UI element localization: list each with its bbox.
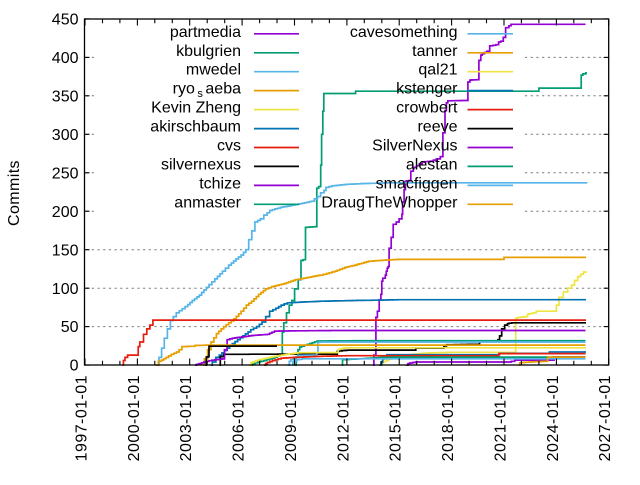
svg-text:qal21: qal21 [418, 62, 457, 79]
svg-text:350: 350 [52, 88, 79, 105]
svg-text:tchize: tchize [199, 175, 241, 192]
svg-text:0: 0 [70, 358, 79, 375]
svg-text:250: 250 [52, 165, 79, 182]
svg-text:cvs: cvs [217, 138, 241, 155]
svg-text:akirschbaum: akirschbaum [150, 119, 241, 136]
svg-text:450: 450 [52, 12, 79, 29]
svg-text:2024-01-01: 2024-01-01 [545, 375, 562, 461]
svg-text:200: 200 [52, 204, 79, 221]
svg-text:2006-01-01: 2006-01-01 [231, 375, 248, 461]
svg-text:1997-01-01: 1997-01-01 [73, 375, 90, 461]
svg-text:kstenger: kstenger [396, 81, 458, 98]
svg-text:reeve: reeve [417, 119, 457, 136]
svg-text:2003-01-01: 2003-01-01 [178, 375, 195, 461]
svg-text:50: 50 [61, 319, 79, 336]
svg-text:mwedel: mwedel [186, 62, 241, 79]
svg-text:anmaster: anmaster [174, 194, 241, 211]
svg-text:2012-01-01: 2012-01-01 [335, 375, 352, 461]
svg-text:silvernexus: silvernexus [161, 156, 241, 173]
svg-text:Commits: Commits [6, 160, 23, 226]
svg-text:2000-01-01: 2000-01-01 [126, 375, 143, 461]
svg-text:2018-01-01: 2018-01-01 [440, 375, 457, 461]
svg-text:kbulgrien: kbulgrien [176, 43, 241, 60]
svg-text:SilverNexus: SilverNexus [372, 138, 457, 155]
svg-text:alestan: alestan [406, 156, 458, 173]
svg-text:crowbert: crowbert [396, 100, 458, 117]
svg-text:partmedia: partmedia [170, 24, 241, 41]
svg-text:100: 100 [52, 281, 79, 298]
svg-text:300: 300 [52, 127, 79, 144]
svg-text:150: 150 [52, 242, 79, 259]
svg-text:400: 400 [52, 50, 79, 67]
svg-text:cavesomething: cavesomething [350, 24, 458, 41]
svg-text:2027-01-01: 2027-01-01 [597, 375, 614, 461]
svg-text:tanner: tanner [412, 43, 458, 60]
svg-text:2009-01-01: 2009-01-01 [283, 375, 300, 461]
svg-text:DraugTheWhopper: DraugTheWhopper [321, 194, 458, 211]
svg-text:Kevin Zheng: Kevin Zheng [151, 100, 241, 117]
svg-text:2015-01-01: 2015-01-01 [388, 375, 405, 461]
svg-text:2021-01-01: 2021-01-01 [492, 375, 509, 461]
svg-text:smacfiggen: smacfiggen [376, 175, 458, 192]
